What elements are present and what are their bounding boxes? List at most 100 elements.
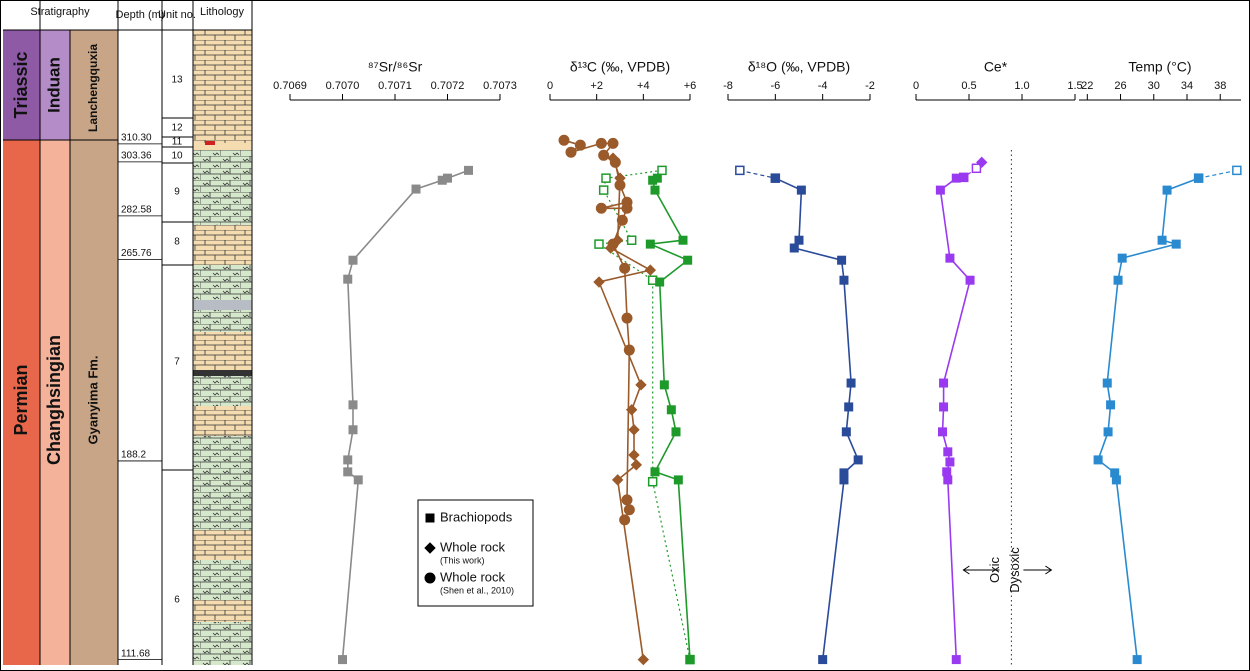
depth-label: 310.30 — [121, 133, 152, 144]
marker — [594, 277, 604, 287]
marker — [600, 186, 608, 194]
x-tick-label: -6 — [770, 80, 780, 92]
marker — [617, 215, 627, 225]
marker — [1158, 236, 1166, 244]
marker — [936, 186, 944, 194]
marker — [651, 468, 659, 476]
marker — [599, 150, 609, 160]
marker — [944, 476, 952, 484]
marker — [940, 403, 948, 411]
series-line — [1199, 170, 1237, 178]
marker — [845, 403, 853, 411]
marker — [596, 203, 606, 213]
marker — [628, 236, 636, 244]
marker — [795, 236, 803, 244]
marker — [1118, 254, 1126, 262]
x-tick-label: 38 — [1214, 80, 1226, 92]
lithology — [205, 141, 215, 145]
series-line — [740, 170, 776, 178]
system-label: Triassic — [11, 51, 31, 118]
marker — [636, 380, 646, 390]
column-header: Stratigraphy — [30, 6, 90, 18]
formation-label: Gyanyima Fm. — [85, 356, 100, 445]
series-line — [775, 178, 858, 659]
marker — [349, 256, 357, 264]
frame — [1, 1, 1250, 671]
x-tick-label: 34 — [1181, 80, 1193, 92]
marker — [940, 379, 948, 387]
x-tick-label: +2 — [590, 80, 603, 92]
marker — [943, 468, 951, 476]
x-tick-label: 0.5 — [961, 80, 976, 92]
marker — [438, 176, 446, 184]
column-header: Lithology — [200, 6, 245, 18]
x-tick-label: 26 — [1114, 80, 1126, 92]
marker — [349, 401, 357, 409]
x-tick-label: 0.7071 — [378, 80, 412, 92]
marker — [1133, 656, 1141, 664]
lithology — [193, 225, 252, 265]
marker — [629, 450, 639, 460]
marker — [649, 478, 657, 486]
formation-label: Lanchengquxia — [86, 44, 100, 132]
unit-label: 11 — [172, 137, 183, 148]
marker — [847, 379, 855, 387]
marker — [1107, 401, 1115, 409]
lithology — [193, 436, 252, 530]
marker — [602, 174, 610, 182]
unit-label: 6 — [174, 595, 180, 606]
depth-label: 111.68 — [121, 648, 151, 659]
legend-note: (Shen et al., 2010) — [440, 585, 514, 595]
marker — [854, 456, 862, 464]
lithology — [193, 530, 252, 560]
lithology — [193, 143, 252, 150]
lithology — [193, 406, 252, 436]
lithology — [193, 310, 252, 332]
marker — [686, 656, 694, 664]
panel-title: δ¹³C (‰, VPDB) — [570, 59, 670, 75]
lithology — [193, 376, 252, 406]
marker — [840, 276, 848, 284]
marker — [656, 278, 664, 286]
marker — [1114, 276, 1122, 284]
x-tick-label: 0.7072 — [431, 80, 465, 92]
panel-title: δ¹⁸O (‰, VPDB) — [748, 59, 850, 75]
marker — [646, 240, 654, 248]
annotation: Dysoxic — [1007, 547, 1022, 593]
legend-label: Brachiopods — [440, 509, 513, 524]
x-tick-label: -2 — [865, 80, 875, 92]
marker — [1094, 456, 1102, 464]
marker — [944, 448, 952, 456]
marker — [575, 140, 585, 150]
series-line — [940, 177, 970, 659]
marker — [797, 186, 805, 194]
marker — [1172, 240, 1180, 248]
series-line — [1098, 178, 1199, 659]
marker — [629, 425, 639, 435]
marker — [1163, 186, 1171, 194]
marker — [966, 276, 974, 284]
marker — [624, 345, 634, 355]
marker — [624, 505, 634, 515]
marker — [465, 166, 473, 174]
x-tick-label: 0.7069 — [273, 80, 307, 92]
x-tick-label: 30 — [1148, 80, 1160, 92]
marker — [939, 428, 947, 436]
column-header: Unit no. — [158, 9, 196, 21]
depth-label: 188.2 — [121, 450, 146, 461]
marker — [344, 275, 352, 283]
marker — [622, 495, 632, 505]
marker — [842, 428, 850, 436]
marker — [684, 256, 692, 264]
x-tick-label: 1.0 — [1014, 80, 1029, 92]
marker — [960, 173, 968, 181]
unit-label: 9 — [174, 187, 180, 198]
marker — [838, 256, 846, 264]
marker — [620, 515, 630, 525]
legend-label: Whole rock — [440, 539, 506, 554]
marker — [736, 166, 744, 174]
x-tick-label: -4 — [818, 80, 828, 92]
unit-label: 13 — [171, 75, 183, 86]
x-tick-label: 22 — [1081, 80, 1093, 92]
marker — [771, 174, 779, 182]
